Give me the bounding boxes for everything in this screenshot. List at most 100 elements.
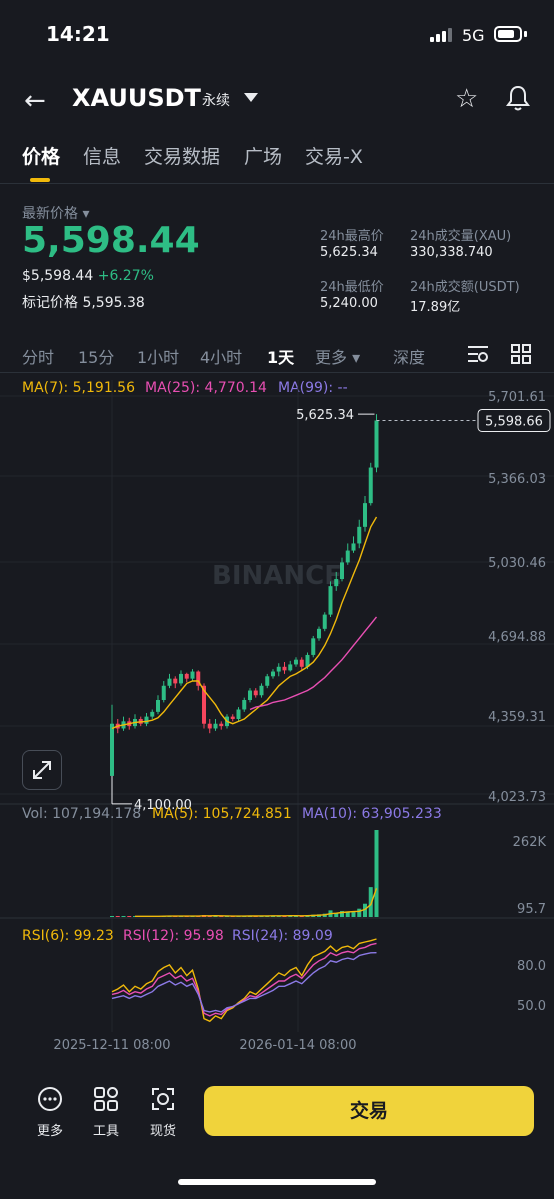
- status-time: 14:21: [46, 22, 110, 46]
- mark-price: 标记价格 5,595.38: [22, 295, 145, 311]
- rsi6-line: [111, 938, 377, 1023]
- ma7-legend: MA(7): 5,191.56: [22, 380, 135, 396]
- rsi-axis-bottom: 50.0: [517, 999, 546, 1014]
- tf-15m[interactable]: 15分: [78, 348, 115, 367]
- price-usd: $5,598.44 +6.27%: [22, 268, 154, 284]
- vol-axis-top: 262K: [513, 835, 547, 850]
- price-markers: 5,598.66 5,625.34 4,100.00: [111, 408, 551, 813]
- amount-label: 24h成交额(USDT): [410, 280, 520, 295]
- battery-icon: [494, 26, 522, 42]
- last-price: 5,598.44: [22, 220, 200, 261]
- volume-bar: [115, 916, 120, 917]
- volume-bar: [340, 911, 344, 917]
- candle-body: [242, 700, 247, 710]
- candle-body: [156, 700, 160, 712]
- expand-icon: [33, 761, 51, 779]
- symbol-title[interactable]: XAUUSDT: [72, 84, 201, 112]
- chevron-down-icon[interactable]: [244, 93, 258, 102]
- volume-bar: [345, 911, 350, 917]
- tf-1h[interactable]: 1小时: [137, 348, 180, 367]
- bell-icon[interactable]: [505, 84, 531, 112]
- date-label: 2026-01-14 08:00: [239, 1038, 356, 1053]
- ma25-legend: MA(25): 4,770.14: [145, 380, 267, 396]
- tab-trade-x[interactable]: 交易-X: [305, 146, 363, 168]
- tf-timeline[interactable]: 分时: [22, 348, 55, 367]
- trade-button[interactable]: 交易: [204, 1086, 534, 1136]
- candle-body: [173, 678, 178, 684]
- watermark: BINANCE: [212, 561, 342, 591]
- tools-icon: [94, 1087, 118, 1111]
- price-axis-label: 4,694.88: [488, 630, 546, 645]
- last-price-label[interactable]: 最新价格 ▾: [22, 206, 90, 222]
- volume-bar: [121, 916, 126, 917]
- candle-body: [213, 723, 218, 729]
- candle-body: [167, 678, 172, 686]
- candle-body: [282, 666, 287, 671]
- tab-price[interactable]: 价格: [22, 146, 61, 168]
- price-axis-label: 5,030.46: [488, 556, 546, 571]
- price-axis: 5,701.61 5,366.03 5,030.46 4,694.88 4,359.31…: [488, 390, 546, 805]
- volume-bar: [357, 908, 362, 917]
- candle-body: [276, 666, 281, 672]
- more-dots-icon: [38, 1087, 62, 1111]
- tab-indicator: [30, 178, 50, 182]
- volume-bar: [374, 830, 379, 917]
- tab-square[interactable]: 广场: [244, 146, 283, 168]
- ma-lines: [111, 516, 378, 730]
- low-label: 24h最低价: [320, 280, 384, 295]
- fullscreen-button[interactable]: [22, 750, 62, 790]
- volume-bar: [110, 916, 114, 917]
- indicator-settings-icon[interactable]: [466, 344, 490, 364]
- contract-type[interactable]: 永续: [202, 93, 230, 109]
- candle-body: [294, 659, 298, 665]
- ma7-line: [111, 516, 378, 730]
- volume-bar: [219, 916, 224, 917]
- candle-body: [340, 562, 344, 580]
- candle-body: [322, 614, 327, 629]
- spot-label: 现货: [149, 1124, 176, 1139]
- kline-chart[interactable]: BINANCE 5,701.61 5,366.03 5,030.46 4,694.88…: [0, 372, 554, 1062]
- candle-body: [179, 673, 183, 684]
- tab-trading-data[interactable]: 交易数据: [144, 146, 221, 168]
- tf-more[interactable]: 更多 ▾: [315, 348, 361, 367]
- candle-body: [190, 671, 195, 679]
- vol-axis-bottom: 95.7: [517, 902, 546, 917]
- tools-label: 工具: [92, 1124, 119, 1139]
- rsi12-line: [111, 942, 377, 1017]
- tf-depth[interactable]: 深度: [393, 348, 426, 367]
- candle-body: [363, 503, 367, 527]
- tab-info[interactable]: 信息: [83, 146, 122, 168]
- current-price-tag-box: [477, 408, 551, 432]
- high-value: 5,625.34: [320, 245, 378, 260]
- favorite-star-icon[interactable]: ☆: [455, 84, 479, 114]
- tf-1d[interactable]: 1天: [267, 348, 295, 367]
- high-marker: 5,625.34: [296, 408, 354, 423]
- candle-body: [248, 690, 252, 701]
- tools-button[interactable]: 工具: [86, 1086, 126, 1139]
- low-value: 5,240.00: [320, 296, 378, 311]
- rsi6-legend: RSI(6): 99.23: [22, 928, 114, 944]
- candles: [110, 414, 379, 776]
- rsi12-legend: RSI(12): 95.98: [123, 928, 224, 944]
- candle-body: [144, 716, 149, 724]
- back-arrow-icon[interactable]: ←: [24, 86, 46, 116]
- home-indicator: [178, 1179, 376, 1185]
- status-bar: 14:21 5G: [0, 0, 554, 70]
- spot-button[interactable]: 现货: [143, 1086, 183, 1139]
- volume-bar: [213, 916, 218, 917]
- more-button[interactable]: 更多: [30, 1086, 70, 1139]
- tf-4h[interactable]: 4小时: [200, 348, 243, 367]
- candle-body: [207, 723, 212, 729]
- signal-icon: [430, 28, 456, 42]
- volume-bar: [127, 916, 132, 917]
- candle-body: [219, 723, 224, 727]
- candle-body: [230, 716, 235, 719]
- vol-ma5-legend: MA(5): 105,724.851: [152, 806, 292, 822]
- volume-bar: [351, 912, 356, 917]
- volume-bar: [363, 903, 367, 917]
- rsi-axis-top: 80.0: [517, 959, 546, 974]
- network-type: 5G: [462, 26, 485, 45]
- grid-layout-icon[interactable]: [511, 344, 531, 364]
- price-axis-label: 4,023.73: [488, 790, 546, 805]
- volume-bar: [299, 916, 304, 917]
